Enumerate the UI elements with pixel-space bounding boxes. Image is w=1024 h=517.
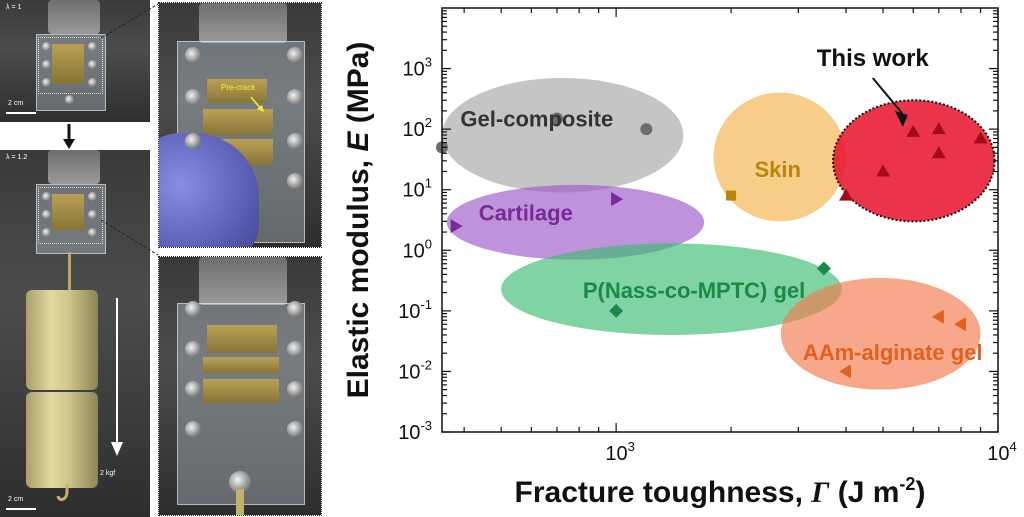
axis-labels-layer: Fracture toughness, Γ (J m-2) Elastic mod… [342, 42, 925, 509]
plot-frame [441, 7, 999, 433]
y-tick-label: 10-1 [398, 297, 432, 323]
region-aam-alginate-gel [780, 277, 981, 390]
y-tick-label: 100 [403, 236, 432, 262]
region-p-nass-co-mptc-gel [501, 243, 842, 335]
photo-unstretched: λ = 1 2 cm [0, 0, 150, 122]
point-this-work-2 [906, 124, 921, 137]
point-this-work-5 [973, 131, 988, 144]
scale-label-1: 2 cm [8, 100, 24, 107]
region-cartilage [446, 184, 705, 260]
region-label-aam-alginate-gel: AAm-alginate gel [803, 340, 983, 365]
y-tick-label: 102 [403, 115, 432, 141]
region-label-cartilage: Cartilage [479, 201, 573, 226]
weight-cylinder-2 [26, 392, 98, 488]
y-axis-label: Elastic modulus, E (MPa) [342, 42, 375, 399]
region-label-skin: Skin [755, 157, 801, 182]
this-work-annotation: This work [817, 45, 930, 72]
weight-cylinder [26, 290, 98, 390]
down-arrow-icon [63, 124, 75, 149]
plot-border [441, 7, 999, 433]
region-skin [713, 92, 847, 222]
lambda-label-1: λ = 1 [6, 4, 22, 11]
ticks-layer: 103 104 10-3 10-2 10-1 100 101 102 103 [398, 8, 1017, 465]
load-arrow-icon [111, 298, 123, 456]
region-labels-layer: Gel-composite Cartilage Skin P(Nass-co-MPTC… [460, 45, 982, 365]
y-tick-label: 101 [403, 176, 432, 202]
point-p-nass-co-mptc-gel-1 [816, 261, 831, 276]
lambda-label-2: λ = 1.2 [6, 154, 28, 161]
x-tick-label: 104 [987, 439, 1016, 465]
region-label-gel-composite: Gel-composite [460, 106, 613, 131]
precrack-arrow-icon [250, 96, 264, 112]
this-work-arrowhead [894, 110, 908, 127]
point-gel-composite-2 [640, 123, 653, 136]
point-p-nass-co-mptc-gel-0 [609, 303, 624, 318]
point-this-work-0 [839, 188, 854, 201]
zoom-box-top [38, 37, 103, 94]
photo-zoom-loaded [158, 256, 322, 516]
region-this-work [832, 99, 996, 223]
point-skin-0 [726, 190, 737, 201]
photo-stretched: 2 kgf λ = 1.2 2 cm [0, 150, 150, 517]
point-aam-alginate-gel-0 [839, 364, 852, 379]
y-tick-label: 10-3 [398, 418, 432, 444]
point-cartilage-0 [450, 219, 463, 234]
hook-icon [56, 484, 69, 501]
points-layer [436, 112, 988, 379]
point-this-work-3 [931, 146, 946, 159]
x-tick-label: 103 [605, 439, 634, 465]
scatter-chart: 103 104 10-3 10-2 10-1 100 101 102 103 Gel-compo… [342, 7, 1017, 509]
point-cartilage-1 [611, 192, 624, 207]
point-this-work-1 [876, 164, 891, 177]
regions-layer [442, 77, 996, 390]
scale-bar-1 [6, 112, 36, 114]
photo-zoom-precrack: Pre-crack [158, 2, 322, 248]
y-tick-label: 10-2 [398, 357, 432, 383]
scale-label-2: 2 cm [8, 496, 24, 503]
region-label-p-nass-co-mptc-gel: P(Nass-co-MPTC) gel [583, 278, 805, 303]
point-this-work-4 [931, 122, 946, 135]
scale-bar-2 [6, 508, 36, 510]
precrack-label: Pre-crack [221, 83, 256, 92]
zoom-connector-lines [100, 3, 159, 256]
y-tick-label: 103 [403, 55, 432, 81]
weight-label: 2 kgf [100, 470, 116, 477]
point-gel-composite-1 [550, 112, 563, 125]
x-axis-label: Fracture toughness, Γ (J m-2) [515, 474, 926, 509]
region-gel-composite [442, 77, 684, 193]
point-aam-alginate-gel-2 [953, 317, 966, 332]
zoom-box-bottom [38, 187, 103, 244]
point-aam-alginate-gel-1 [931, 309, 944, 324]
this-work-arrow [872, 77, 903, 114]
